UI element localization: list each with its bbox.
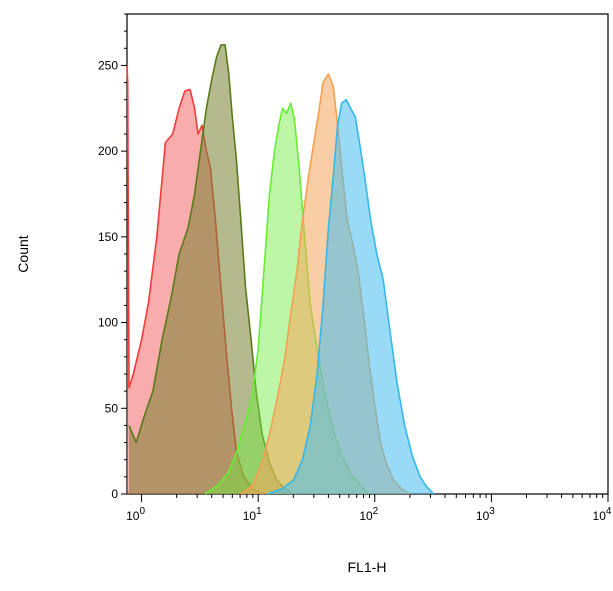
y-tick-label: 100	[98, 316, 118, 330]
series-layer	[126, 44, 435, 495]
series-5-area	[267, 99, 434, 494]
y-tick-label: 250	[98, 58, 118, 72]
x-tick-label: 100	[126, 506, 145, 523]
series-3-area	[205, 103, 370, 494]
y-axis: 0 50 100 150 200 250	[98, 13, 127, 501]
x-tick-label: 102	[359, 506, 378, 523]
series-2-area	[129, 44, 294, 495]
y-tick-label: 150	[98, 230, 118, 244]
series-5-line	[267, 98, 435, 495]
x-axis-title: FL1-H	[348, 559, 387, 575]
y-tick-label: 0	[111, 487, 118, 501]
x-axis: 100 101 102 103 104	[126, 494, 612, 523]
x-tick-label: 103	[476, 506, 495, 523]
x-tick-label: 101	[243, 506, 262, 523]
series-2-line	[128, 44, 294, 495]
y-axis-title: Count	[15, 235, 31, 272]
x-tick-label: 104	[593, 506, 612, 523]
y-tick-label: 50	[105, 401, 119, 415]
y-tick-label: 200	[98, 144, 118, 158]
